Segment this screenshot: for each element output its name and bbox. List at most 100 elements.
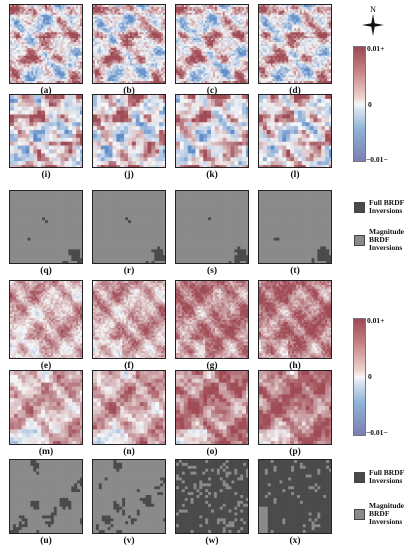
map-cell xyxy=(114,53,117,56)
map-cell xyxy=(48,53,52,56)
map-cell xyxy=(35,32,38,35)
map-cell xyxy=(96,61,100,64)
map-cell xyxy=(216,14,220,17)
map-cell xyxy=(66,59,69,62)
map-cell xyxy=(234,75,237,78)
map-cell xyxy=(46,16,50,19)
map-cell xyxy=(274,28,277,31)
map-cell xyxy=(114,28,117,31)
map-cell xyxy=(13,24,17,27)
map-cell xyxy=(236,67,239,70)
map-cell xyxy=(222,14,225,17)
map-cell xyxy=(17,16,21,19)
map-cell xyxy=(212,57,216,60)
map-cell xyxy=(280,18,283,21)
map-cell xyxy=(114,26,117,29)
map-cell xyxy=(183,73,187,76)
map-cell xyxy=(226,10,229,14)
map-cell xyxy=(102,36,105,39)
map-cell xyxy=(218,63,222,66)
map-cell xyxy=(228,44,231,47)
map-cell xyxy=(232,10,235,14)
map-cell xyxy=(27,51,30,55)
map-cell xyxy=(10,47,13,51)
map-cell xyxy=(303,20,306,23)
map-cell xyxy=(64,18,67,21)
map-cell xyxy=(62,77,65,80)
map-cell xyxy=(124,45,127,49)
map-cell xyxy=(114,47,117,51)
map-cell xyxy=(27,26,30,29)
map-cell xyxy=(222,77,225,80)
map-cell xyxy=(74,81,77,83)
map-cell xyxy=(122,77,125,80)
map-cell xyxy=(102,22,105,25)
map-cell xyxy=(228,73,231,76)
map-cell xyxy=(209,8,212,12)
map-cell xyxy=(211,20,214,23)
map-cell xyxy=(157,53,160,56)
map-cell xyxy=(177,53,181,56)
map-cell xyxy=(17,22,21,25)
map-cell xyxy=(94,65,98,68)
map-cell xyxy=(131,36,135,39)
map-cell xyxy=(15,6,19,10)
map-cell xyxy=(112,18,115,21)
map-cell xyxy=(62,47,65,51)
map-cell xyxy=(137,61,140,64)
map-cell xyxy=(31,12,34,16)
map-cell xyxy=(214,53,218,56)
map-cell xyxy=(116,22,119,25)
map-cell xyxy=(31,6,34,10)
map-cell xyxy=(19,59,22,62)
map-cell xyxy=(106,53,109,56)
map-cell xyxy=(216,61,220,64)
map-cell xyxy=(17,61,21,64)
map-cell xyxy=(129,81,133,83)
map-cell xyxy=(106,57,109,60)
map-cell xyxy=(272,20,275,23)
map-cell xyxy=(240,57,243,60)
map-cell xyxy=(27,63,30,66)
map-cell xyxy=(118,81,121,83)
map-cell xyxy=(137,26,140,29)
map-cell xyxy=(60,65,63,68)
map-cell xyxy=(104,20,107,23)
map-cell xyxy=(211,32,214,35)
map-cell xyxy=(15,51,19,55)
map-cell xyxy=(27,38,30,41)
map-cell xyxy=(137,57,140,60)
map-cell xyxy=(176,57,179,60)
map-cell xyxy=(96,18,100,21)
map-cell xyxy=(260,14,264,17)
map-cell xyxy=(11,45,15,49)
map-cell xyxy=(120,63,123,66)
map-cell xyxy=(214,44,218,47)
map-cell xyxy=(27,57,30,60)
map-cell xyxy=(145,18,148,21)
map-cell xyxy=(199,69,202,72)
map-cell xyxy=(327,26,330,29)
map-cell xyxy=(94,38,98,41)
map-cell xyxy=(189,42,192,45)
map-cell xyxy=(151,57,154,60)
map-cell xyxy=(48,32,52,35)
map-cell xyxy=(193,8,196,12)
map-cell xyxy=(98,65,102,68)
map-cell xyxy=(80,59,82,62)
map-cell xyxy=(323,10,326,14)
map-cell xyxy=(228,59,231,62)
map-cell xyxy=(230,20,233,23)
map-cell xyxy=(94,79,98,82)
map-cell xyxy=(161,44,164,47)
map-cell xyxy=(80,73,82,76)
map-cell xyxy=(33,71,36,74)
map-cell xyxy=(116,49,119,53)
map-cell xyxy=(48,36,52,39)
map-cell xyxy=(205,51,208,55)
map-cell xyxy=(66,42,69,45)
map-cell xyxy=(104,67,107,70)
map-cell xyxy=(143,53,146,56)
map-cell xyxy=(216,63,220,66)
map-cell xyxy=(13,36,17,39)
